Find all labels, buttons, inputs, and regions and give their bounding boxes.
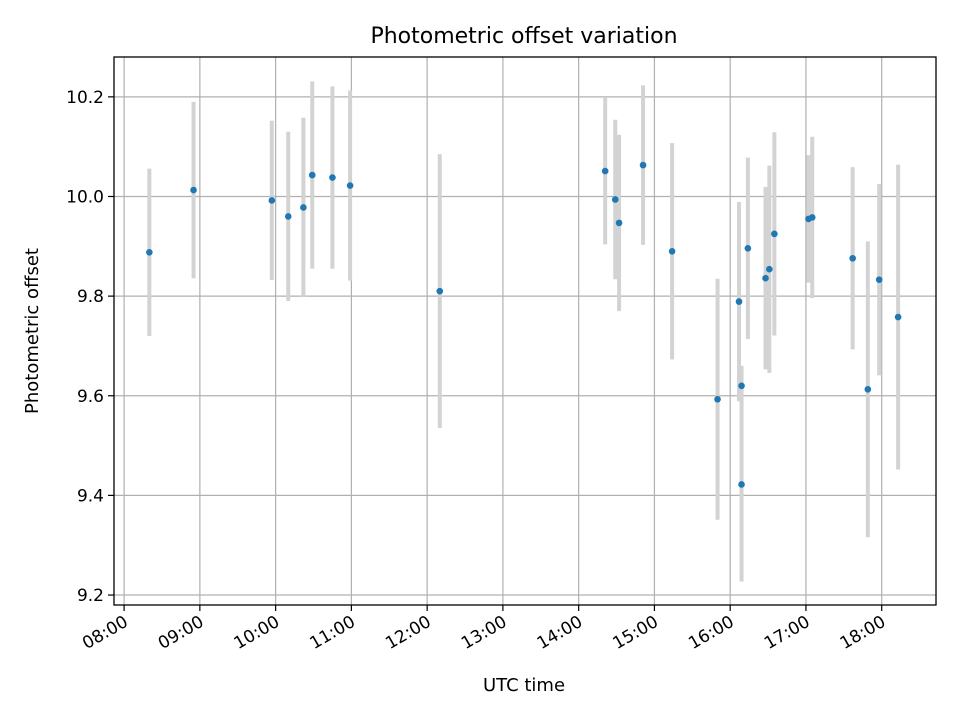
- data-point: [346, 182, 354, 189]
- data-point: [300, 204, 307, 211]
- y-tick-label: 9.4: [77, 486, 104, 506]
- data-point: [284, 213, 292, 220]
- data-point: [190, 186, 197, 194]
- y-tick-label: 9.2: [77, 586, 104, 606]
- y-axis-label: Photometric offset: [22, 248, 43, 414]
- y-tick-label: 10.0: [66, 187, 104, 207]
- x-axis-label: UTC time: [483, 675, 565, 696]
- data-point: [771, 230, 778, 238]
- data-point: [875, 276, 883, 283]
- chart-title: Photometric offset variation: [370, 24, 677, 49]
- data-point: [762, 274, 769, 282]
- grid: [114, 57, 936, 605]
- data-point: [308, 171, 316, 179]
- y-tick-label: 9.8: [77, 287, 104, 307]
- data-point: [639, 161, 647, 169]
- data-point: [601, 167, 609, 175]
- data-point: [668, 247, 676, 255]
- data-point: [744, 245, 752, 252]
- data-point: [714, 395, 721, 403]
- data-point: [738, 382, 745, 390]
- plot-frame: [113, 56, 937, 606]
- data-point: [738, 481, 745, 488]
- y-axis-ticks: 9.2 9.4 9.6 9.8 10.0 10.2: [66, 88, 114, 606]
- data-point: [808, 214, 816, 221]
- data-point: [146, 248, 153, 256]
- data-point: [611, 196, 619, 203]
- data-point: [615, 219, 623, 227]
- data-points: [146, 161, 902, 488]
- data-point: [849, 254, 856, 262]
- data-point: [329, 174, 336, 181]
- data-point: [894, 313, 902, 321]
- data-point: [766, 265, 773, 273]
- y-tick-label: 10.2: [66, 88, 104, 108]
- data-point: [436, 287, 444, 295]
- data-point: [864, 385, 872, 393]
- data-point: [735, 298, 743, 305]
- data-point: [268, 197, 276, 204]
- y-tick-label: 9.6: [77, 387, 104, 407]
